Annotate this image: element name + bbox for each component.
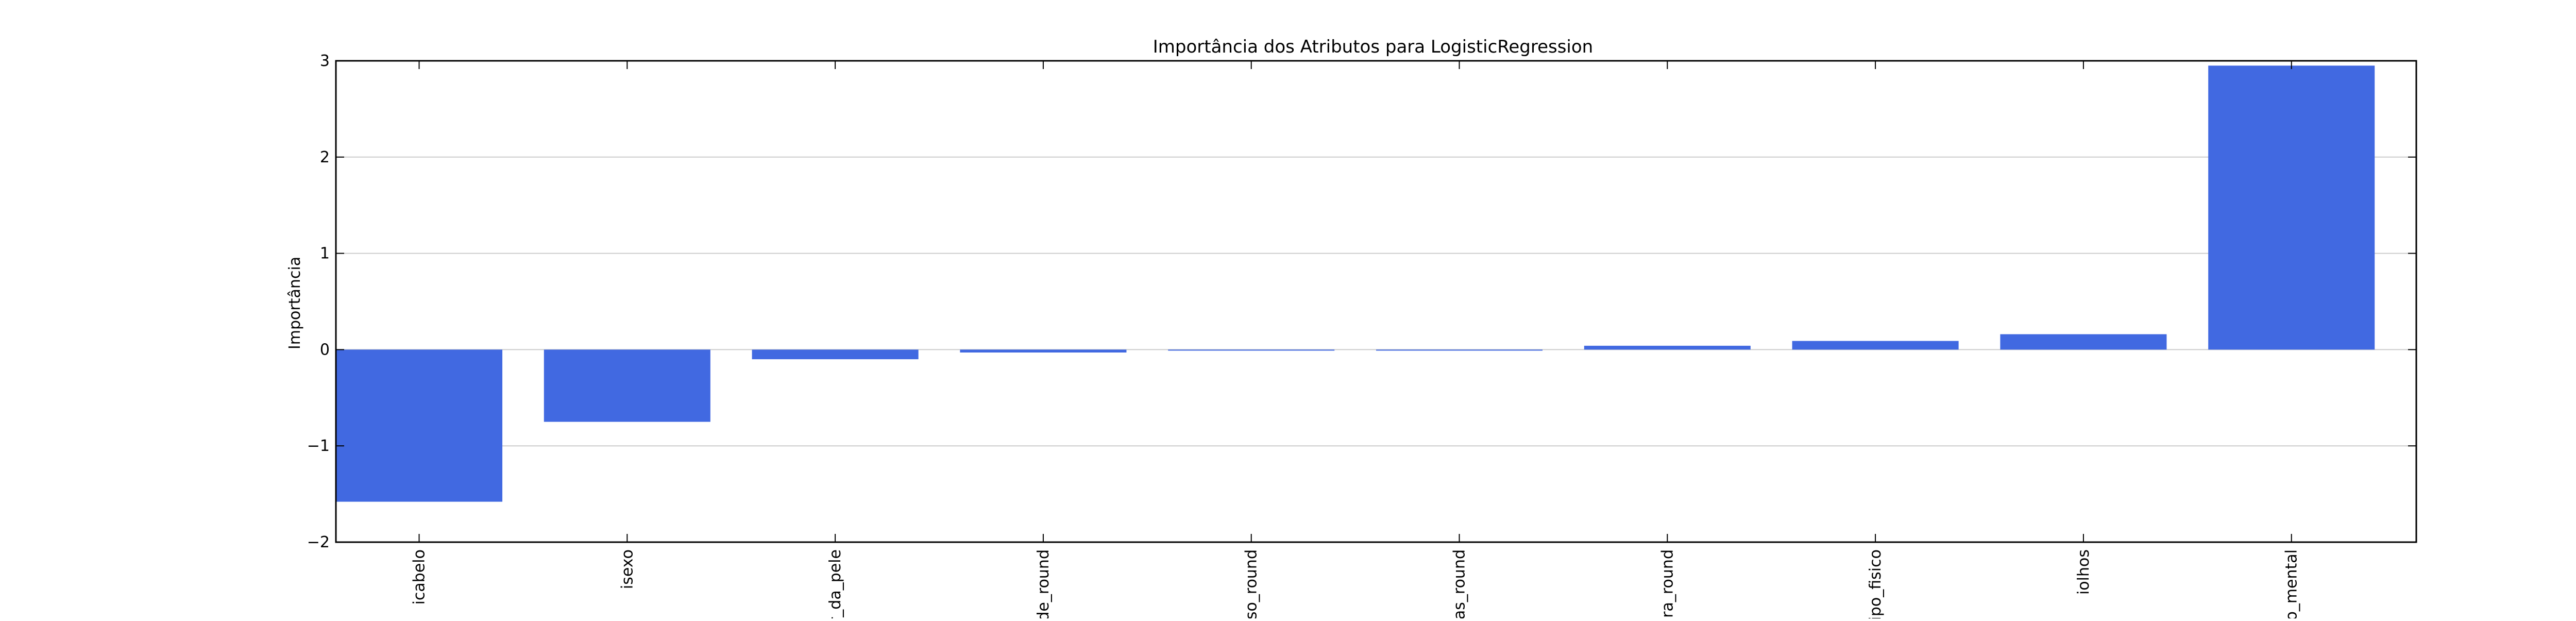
bar-ias_round <box>1376 349 1543 351</box>
axis-layer: 3 2 1 0 −1 −2 icabelo isexo r_da_pele de_round eso… <box>307 52 2417 621</box>
bar-icabelo <box>336 349 503 502</box>
bar-isexo <box>544 349 710 422</box>
x-tick-label: de_round <box>1035 549 1053 618</box>
x-tick-label: ias_round <box>1451 549 1469 618</box>
grid-layer <box>336 60 2416 543</box>
x-tick-label: icabelo <box>411 549 429 605</box>
y-tick-label: 3 <box>320 52 330 70</box>
bar-o_mental <box>2208 65 2375 350</box>
bar-ura_round <box>1584 345 1751 350</box>
bar-layer <box>336 65 2375 502</box>
y-tick-label: −2 <box>307 533 330 551</box>
chart-title: Importância dos Atributos para LogisticR… <box>1153 37 1593 57</box>
x-tick-label: o_mental <box>2283 549 2301 618</box>
y-tick-label: 2 <box>320 148 330 166</box>
bar-tipo_fisico <box>1792 341 1959 350</box>
x-tick-label: iolhos <box>2075 549 2093 595</box>
y-tick-label: 1 <box>320 245 330 263</box>
x-tick-label: eso_round <box>1243 549 1261 618</box>
bar-eso_round <box>1168 349 1335 351</box>
y-tick-label: 0 <box>320 341 330 359</box>
plot-frame <box>335 60 2417 543</box>
bar-r_da_pele <box>752 349 919 360</box>
y-tick-label: −1 <box>307 437 330 455</box>
x-tick-label: r_da_pele <box>826 549 844 618</box>
bar-de_round <box>960 349 1127 353</box>
x-tick-label: isexo <box>618 549 636 589</box>
x-tick-label: tipo_fisico <box>1867 549 1885 618</box>
bar-iolhos <box>2000 334 2167 350</box>
y-axis-label: Importância <box>286 257 304 349</box>
x-tick-label: ura_round <box>1658 549 1676 618</box>
